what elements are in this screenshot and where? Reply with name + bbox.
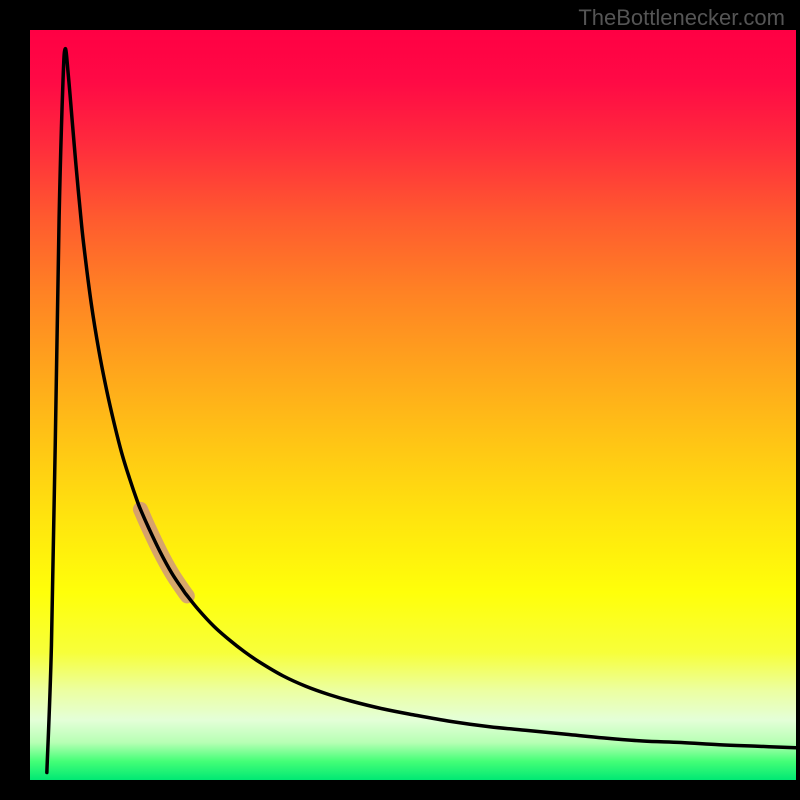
chart-container: TheBottlenecker.com (0, 0, 800, 800)
watermark-text: TheBottlenecker.com (578, 5, 785, 31)
frame-left (0, 0, 30, 800)
frame-right (796, 0, 800, 800)
plot-background (30, 30, 796, 780)
chart-svg (0, 0, 800, 800)
frame-bottom (0, 780, 800, 800)
